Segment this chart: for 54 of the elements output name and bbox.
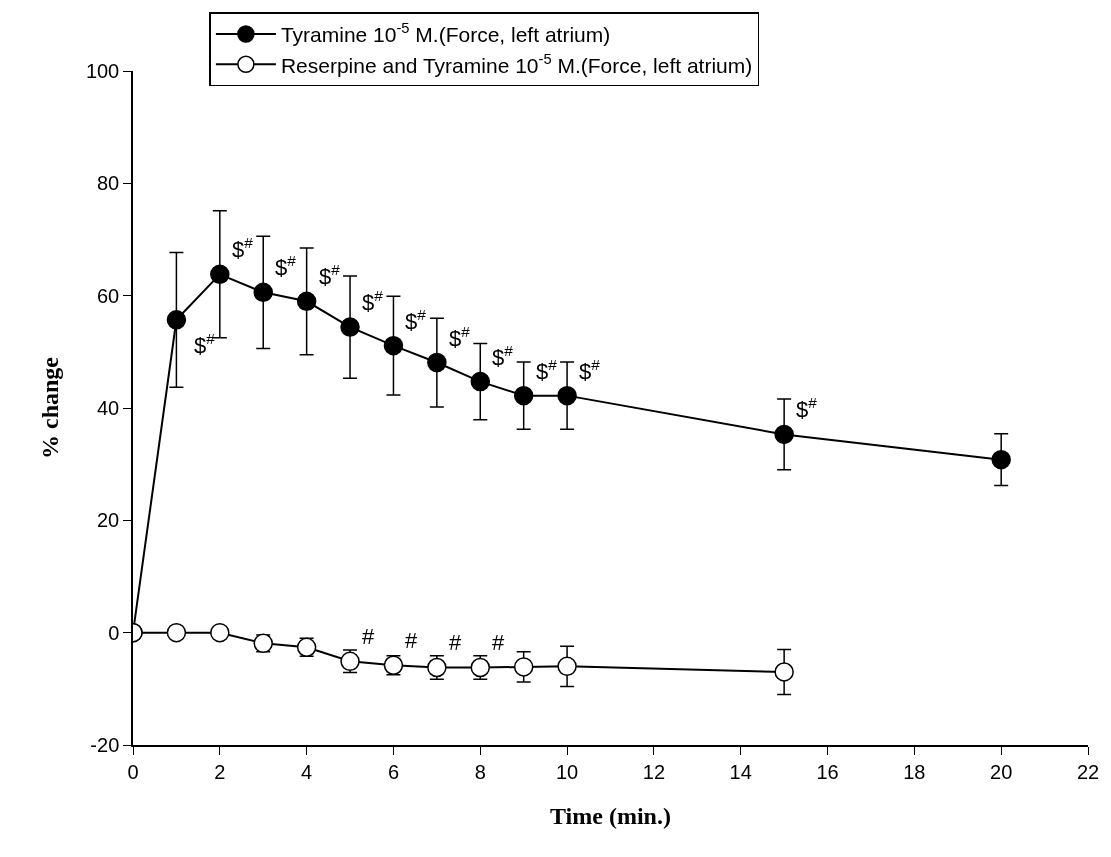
x-tick-label: 4 [301,760,313,783]
point [470,371,491,392]
point [166,622,187,643]
x-tick-label: 2 [214,760,226,783]
point [991,449,1011,470]
annotation: $$^{#}$ [405,306,427,335]
annotation: $$^{#}$ [362,287,384,316]
x-tick-label: 18 [903,760,926,783]
x-tick-label: 20 [990,760,1013,783]
annotation: $$^{#}$ [275,252,297,281]
x-tick-label: 22 [1076,760,1100,783]
annotation: # [362,624,375,649]
x-tick-label: 16 [816,760,839,783]
point [340,317,360,337]
point [427,352,447,373]
annotation: $$^{#}$ [536,356,558,385]
y-tick-label: 80 [97,172,120,195]
point [210,622,230,643]
x-tick-label: 8 [474,760,486,783]
annotation: $$^{#}$ [796,394,818,423]
annotation: $$^{#}$ [232,234,254,263]
point [774,424,794,445]
annotation: $$^{#}$ [449,323,471,352]
point [774,662,794,682]
x-axis-title: Time (min.) [550,802,671,829]
y-axis-title: % change [37,356,64,459]
y-tick-label: 100 [85,60,120,82]
annotation: $$^{#}$ [319,261,341,290]
x-tick-label: 10 [555,760,579,783]
point [513,385,534,406]
y-tick-label: 60 [97,284,120,307]
legend-label: Tyramine 10$^{-5}$ M.(Force, left atrium) [280,20,611,47]
x-tick-label: 6 [387,760,400,783]
annotation: # [449,630,462,655]
point [210,264,230,285]
annotation: $$^{#}$ [579,356,601,385]
legend-label: Reserpine and Tyramine 10$^{-5}$ M.(Force, left atrium) [280,50,753,77]
point [557,656,577,677]
point [253,282,273,303]
y-tick-label: 0 [108,621,120,644]
point [383,335,404,356]
point [513,657,534,677]
x-tick-label: 12 [642,760,666,783]
point [166,310,187,330]
annotation: # [405,628,418,653]
y-tick-label: -20 [90,734,120,756]
annotation: # [492,630,505,655]
y-tick-label: 20 [97,509,120,532]
point [557,385,577,406]
x-tick-label: 0 [127,760,139,783]
annotation: $$^{#}$ [492,342,514,371]
point [296,291,317,312]
y-tick-label: 40 [97,397,120,419]
x-tick-label: 14 [729,760,752,783]
